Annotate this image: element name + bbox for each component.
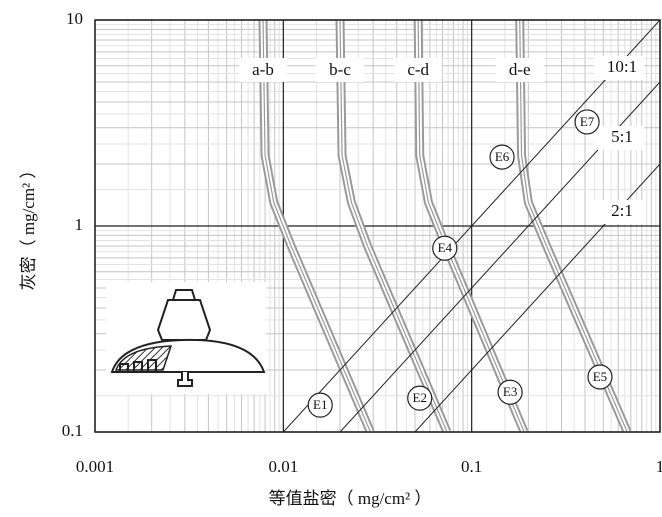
- curve-label: b-c: [329, 60, 351, 79]
- plot-area: [258, 20, 660, 432]
- ratio-label: 5:1: [611, 127, 633, 146]
- y-axis-title: 灰密（ mg/cm² ）: [19, 162, 38, 291]
- curve: [339, 20, 448, 432]
- sample-point: [432, 235, 458, 261]
- sample-point: [574, 109, 600, 135]
- sample-point: [587, 364, 613, 390]
- curve-label-bg: [394, 58, 443, 82]
- ratio-line: [282, 20, 660, 432]
- curve: [519, 20, 628, 432]
- ratio-label: 10:1: [607, 57, 637, 76]
- y-tick-label: 0.1: [62, 421, 83, 440]
- sample-label: E7: [580, 114, 595, 129]
- x-tick-label: 0.1: [461, 457, 482, 476]
- x-tick-label: 0.001: [76, 457, 114, 476]
- curve-label-bg: [239, 58, 288, 82]
- curve-label: c-d: [407, 60, 429, 79]
- sample-point: [497, 379, 523, 405]
- sample-point: [307, 392, 333, 418]
- x-tick-label: 0.01: [268, 457, 298, 476]
- icon-head: [156, 299, 212, 341]
- sample-point: [407, 385, 433, 411]
- icon-cap: [171, 289, 197, 301]
- curve-label-bg: [316, 58, 365, 82]
- ratio-label-bg: [594, 200, 644, 224]
- ratio-label: 2:1: [611, 201, 633, 220]
- sample-point: [489, 144, 515, 170]
- curve-label: a-b: [252, 60, 274, 79]
- x-tick-label: 1: [656, 457, 662, 476]
- x-axis-title: 等值盐密（ mg/cm² ）: [269, 489, 432, 508]
- icon-ribs: [119, 359, 157, 372]
- sample-label: E2: [413, 390, 427, 405]
- curve: [417, 20, 525, 432]
- curve: [262, 20, 371, 432]
- curve-label-bg: [495, 58, 544, 82]
- icon-hatch: [114, 345, 173, 371]
- sample-label: E4: [438, 240, 453, 255]
- ratio-label-bg: [594, 56, 644, 80]
- ratio-label-bg: [594, 126, 644, 150]
- y-tick-label: 1: [75, 215, 84, 234]
- insulator-icon: [106, 282, 266, 394]
- curve-label: d-e: [509, 60, 531, 79]
- sample-label: E5: [593, 369, 607, 384]
- sample-label: E3: [503, 384, 517, 399]
- icon-pin: [177, 372, 193, 387]
- sample-label: E6: [495, 149, 510, 164]
- plot-frame: [94, 19, 661, 433]
- sample-label: E1: [313, 397, 327, 412]
- y-tick-label: 10: [66, 9, 83, 28]
